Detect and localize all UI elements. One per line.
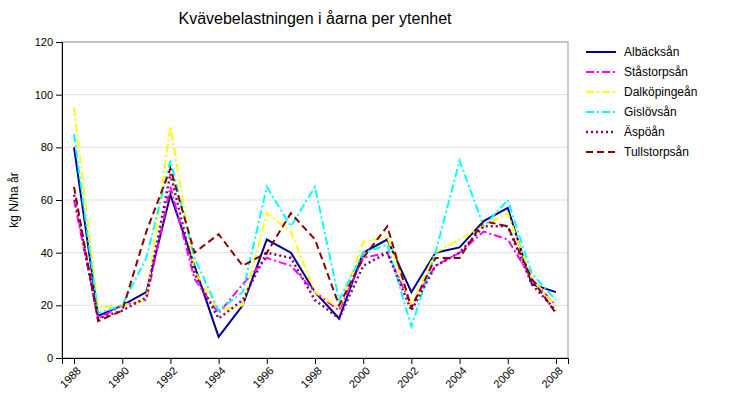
legend-label: Äspöån [624, 125, 665, 139]
y-tick: 60 [41, 194, 62, 206]
y-tick-mark [56, 305, 62, 306]
x-tick-mark [267, 358, 268, 364]
x-tick-label: 1998 [298, 364, 324, 390]
y-tick-mark [56, 95, 62, 96]
y-tick-mark [56, 200, 62, 201]
y-tick: 80 [41, 141, 62, 153]
y-axis-title: kg N/ha år [7, 172, 21, 227]
x-tick-label: 1996 [250, 364, 276, 390]
x-tick-label: 1994 [202, 364, 228, 390]
x-axis-line [63, 359, 569, 365]
x-tick-mark [411, 358, 412, 364]
y-tick-mark [56, 358, 62, 359]
title: Kvävebelastningen i åarna per ytenhet [178, 10, 452, 27]
x-tick-label: 1990 [105, 364, 131, 390]
legend-label: Dalköpingeån [624, 85, 697, 99]
legend-swatch [586, 111, 616, 113]
x-tick-mark [363, 358, 364, 364]
x-tick: 1994 [202, 358, 228, 390]
lines [74, 108, 556, 337]
x-tick: 2006 [491, 358, 517, 390]
y-tick-mark [56, 253, 62, 254]
x-tick-label: 2004 [443, 364, 469, 390]
series-line [74, 134, 556, 326]
x-tick-label: 1988 [57, 364, 83, 390]
y-tick-label: 0 [47, 352, 53, 364]
grid-line [62, 147, 568, 148]
legend-swatch [586, 131, 616, 134]
legend-item: Albäcksån [586, 45, 679, 59]
grid-line [62, 94, 568, 95]
legend-item: Gislövsån [586, 105, 677, 119]
x-tick-mark [170, 358, 171, 364]
y-tick: 100 [35, 89, 62, 101]
grid [62, 42, 568, 358]
x-tick: 1988 [57, 358, 83, 390]
legend-swatch [586, 151, 616, 153]
x-tick: 2004 [443, 358, 469, 390]
legend-item: Dalköpingeån [586, 85, 697, 99]
y-tick-label: 100 [35, 89, 53, 101]
legend-item: Äspöån [586, 125, 665, 139]
legend-swatch [586, 51, 616, 53]
chart: 1988199019921994199619982000200220042006… [0, 0, 738, 420]
x-tick-mark [460, 358, 461, 364]
x-tick: 2000 [346, 358, 372, 390]
x-tick-label: 2008 [539, 364, 565, 390]
x-axis: 1988 1990 1992 1994 1996 1998 2000 2002 2004 2006… [57, 358, 568, 390]
legend-swatch [586, 91, 616, 93]
grid-line [62, 305, 568, 306]
y-tick-label: 40 [41, 247, 53, 259]
grid-line [62, 252, 568, 253]
y-tick: 0 [47, 352, 62, 364]
plot-frame [62, 42, 568, 358]
legend-label: Albäcksån [624, 45, 679, 59]
x-tick-mark [219, 358, 220, 364]
x-tick: 1992 [154, 358, 180, 390]
x-tick: 1990 [105, 358, 131, 390]
x-tick: 1996 [250, 358, 276, 390]
x-tick-label: 2002 [395, 364, 421, 390]
x-tick: 2002 [395, 358, 421, 390]
x-tick-mark [74, 358, 75, 364]
y-tick-label: 120 [35, 36, 53, 48]
y-tick: 40 [41, 247, 62, 259]
legend-swatch [586, 71, 616, 73]
legend-item: Ståstorpsån [586, 65, 688, 79]
y-axis-line [56, 43, 63, 359]
legend-item: Tullstorpsån [586, 145, 689, 159]
y-tick: 20 [41, 299, 62, 311]
y-tick-label: 60 [41, 194, 53, 206]
y-tick: 120 [35, 36, 62, 48]
x-tick-mark [508, 358, 509, 364]
x-tick-label: 2000 [346, 364, 372, 390]
legend-label: Gislövsån [624, 105, 677, 119]
legend-label: Ståstorpsån [624, 65, 688, 79]
x-tick: 1998 [298, 358, 324, 390]
series-line [74, 168, 556, 321]
y-tick-mark [56, 42, 62, 43]
series-line [74, 108, 556, 311]
series-line [74, 147, 556, 337]
y-tick-label: 20 [41, 299, 53, 311]
legend-label: Tullstorpsån [624, 145, 689, 159]
y-tick-label: 80 [41, 141, 53, 153]
x-tick-mark [122, 358, 123, 364]
grid-line [62, 200, 568, 201]
y-axis: 0 20 40 60 80 100 120 [35, 36, 63, 364]
series-line [74, 174, 556, 319]
x-tick-mark [556, 358, 557, 364]
x-tick-label: 2006 [491, 364, 517, 390]
x-tick: 2008 [539, 358, 565, 390]
x-tick-mark [315, 358, 316, 364]
y-tick-mark [56, 147, 62, 148]
plot-area: 1988199019921994199619982000200220042006… [35, 36, 569, 390]
legend: Albäcksån Ståstorpsån Dalköpingeån Gislövså… [586, 45, 697, 159]
x-tick-label: 1992 [154, 364, 180, 390]
